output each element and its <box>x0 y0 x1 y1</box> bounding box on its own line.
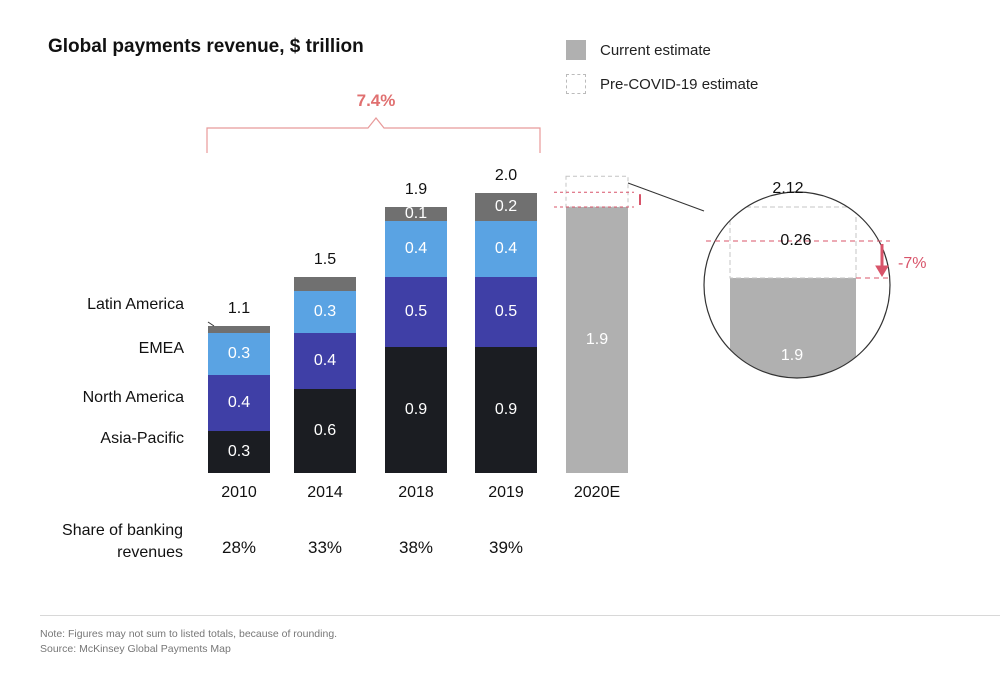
bar-2019-asia-pacific <box>475 347 537 473</box>
total-label-2014: 1.5 <box>313 251 337 268</box>
bar-2010-north-america <box>208 375 270 431</box>
bar-2010-latin-america <box>208 326 270 333</box>
bar-2010-emea <box>208 333 270 375</box>
chart-title: Global payments revenue, $ trillion <box>48 36 364 57</box>
bar-label-2014-north-america: 0.4 <box>313 352 337 369</box>
region-label-emea: EMEA <box>138 340 184 357</box>
region-label-north-america: North America <box>82 389 184 406</box>
bar-2018-asia-pacific <box>385 347 447 473</box>
zoom-circle <box>703 191 891 379</box>
latin-america-leader-line <box>207 321 215 327</box>
x-tick-2010: 2010 <box>221 484 257 501</box>
bar-2020E-current-estimate <box>566 207 628 473</box>
bar-label-2018-latin-america: 0.1 <box>404 205 428 222</box>
bar-label-2010-asia-pacific: 0.3 <box>227 443 251 460</box>
bar-label-2018-emea: 0.4 <box>404 240 428 257</box>
region-label-asia-pacific: Asia-Pacific <box>100 430 184 447</box>
region-label-latin-america: Latin America <box>87 296 184 313</box>
x-tick-2020E: 2020E <box>573 484 621 501</box>
drop-percent-label: -7% <box>898 255 927 272</box>
bar-label-2010-emea: 0.3 <box>227 345 251 362</box>
share-value-2018: 38% <box>398 538 434 557</box>
total-label-2018: 1.9 <box>404 181 428 198</box>
bar-2019-north-america <box>475 277 537 347</box>
zoom-drop-arrow-head <box>875 265 889 277</box>
zoom-pre-covid-total: 2.12 <box>772 180 804 197</box>
bar-2019-emea <box>475 221 537 277</box>
share-value-2019: 39% <box>488 538 524 557</box>
share-title: Share of banking revenues <box>62 522 183 561</box>
cagr-label: 7.4% <box>356 91 396 110</box>
zoom-circle-content <box>729 206 857 378</box>
x-tick-2018: 2018 <box>398 484 434 501</box>
x-tick-2019: 2019 <box>488 484 524 501</box>
bar-label-2018-asia-pacific: 0.9 <box>404 401 428 418</box>
bar-2020E-pre-covid-estimate <box>565 175 629 208</box>
bar-2018-emea <box>385 221 447 277</box>
bar-label-2014-asia-pacific: 0.6 <box>313 422 337 439</box>
share-value-2014: 33% <box>307 538 343 557</box>
footer-divider <box>40 615 1000 616</box>
total-label-2010: 1.1 <box>227 300 251 317</box>
bar-2010-asia-pacific <box>208 431 270 473</box>
bar-2014-asia-pacific <box>294 389 356 473</box>
bar-label-2019-emea: 0.4 <box>494 240 518 257</box>
bar-2019-latin-america <box>475 193 537 221</box>
bar-label-2019-asia-pacific: 0.9 <box>494 401 518 418</box>
bar-label-2018-north-america: 0.5 <box>404 303 428 320</box>
legend-swatch-current <box>566 40 586 60</box>
zoom-pre-covid-box <box>729 206 857 279</box>
total-label-2019: 2.0 <box>494 167 518 184</box>
zoom-current-bar <box>730 278 856 378</box>
legend-swatch-pre-covid <box>566 74 586 94</box>
bar-label-2010-north-america: 0.4 <box>227 394 251 411</box>
x-tick-2014: 2014 <box>307 484 343 501</box>
footnote: Note: Figures may not sum to listed tota… <box>40 628 338 640</box>
zoom-gap-label: 0.26 <box>780 232 812 249</box>
bar-label-2019-north-america: 0.5 <box>494 303 518 320</box>
legend-label-current: Current estimate <box>600 42 711 59</box>
bar-2014-north-america <box>294 333 356 389</box>
share-value-2010: 28% <box>221 538 257 557</box>
bar-label-2014-emea: 0.3 <box>313 303 337 320</box>
bar-label-2019-latin-america: 0.2 <box>494 198 518 215</box>
bar-2018-north-america <box>385 277 447 347</box>
legend-label-pre-covid: Pre-COVID-19 estimate <box>600 76 759 93</box>
bar-label-2020E-current: 1.9 <box>585 331 609 348</box>
bar-2014-emea <box>294 291 356 333</box>
bar-2014-latin-america <box>294 277 356 291</box>
bar-2018-latin-america <box>385 207 447 221</box>
source-note: Source: McKinsey Global Payments Map <box>40 643 231 655</box>
cagr-bracket <box>206 117 541 153</box>
zoom-connector-line <box>627 182 705 212</box>
zoom-current-label: 1.9 <box>780 347 804 364</box>
